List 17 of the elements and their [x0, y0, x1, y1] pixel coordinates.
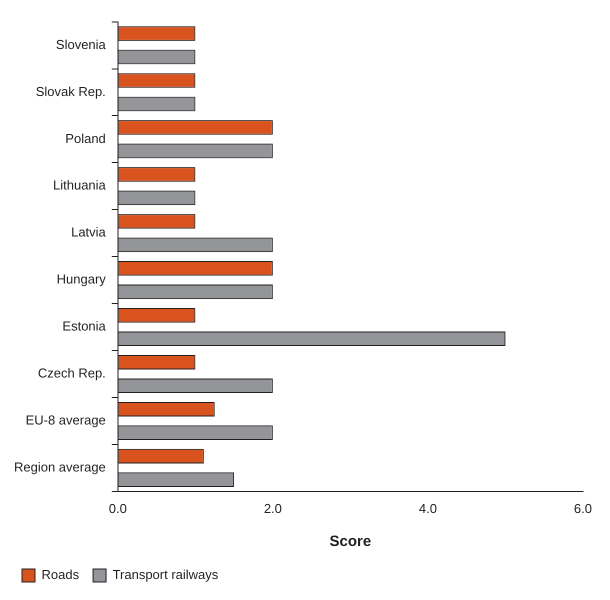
y-tick-label: Poland — [65, 130, 106, 146]
legend-label: Roads — [42, 567, 80, 582]
x-tick-label: 6.0 — [574, 500, 592, 516]
x-tick-label: 2.0 — [264, 500, 282, 516]
x-tick-label: 4.0 — [418, 500, 437, 516]
y-tick-label: EU-8 average — [26, 412, 106, 428]
y-tick-label: Region average — [14, 460, 106, 474]
legend-label: Transport railways — [112, 567, 219, 582]
y-tick-label: Lithuania — [53, 178, 107, 193]
x-tick-label: 0.0 — [108, 500, 127, 516]
y-tick-label: Estonia — [62, 318, 107, 334]
y-tick-label: Slovenia — [56, 36, 107, 52]
y-tick-label: Hungary — [56, 272, 106, 287]
y-tick-label: Czech Rep. — [38, 366, 106, 381]
x-axis-title: Score — [330, 533, 372, 550]
y-tick-label: Latvia — [71, 224, 107, 240]
y-tick-label: Slovak Rep. — [36, 84, 106, 99]
